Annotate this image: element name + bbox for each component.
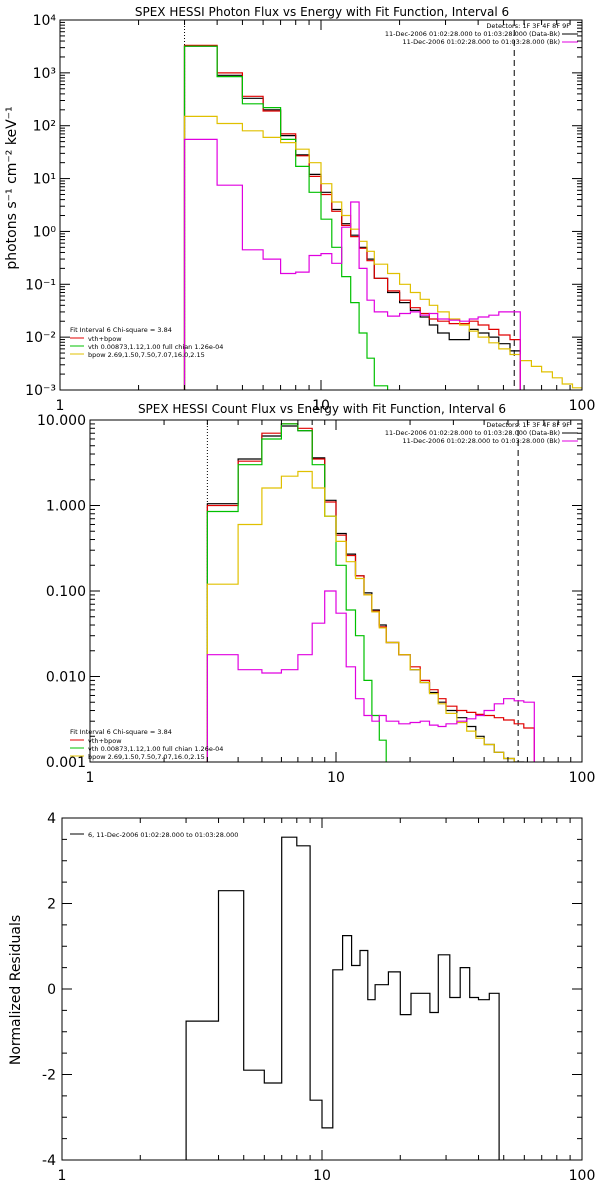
count-flux-y-tick-label: 10.000 (37, 413, 86, 429)
count-flux-series-3 (206, 470, 515, 762)
photon-flux-panel: SPEX HESSI Photon Flux vs Energy with Fi… (4, 5, 596, 414)
photon-flux-y-tick-label: 10⁴ (33, 13, 57, 29)
count-flux-y-tick-label: 0.001 (46, 755, 86, 771)
photon-flux-legend-label-vth: vth 0.00873,1.12,1.00 full chian 1.26e-0… (88, 343, 223, 351)
photon-flux-detectors-label: Detectors: 1F 3F 4F 8F 9F (486, 22, 570, 30)
photon-flux-bk-interval-label: 11-Dec-2006 01:02:28.000 to 01:03:28.000… (403, 38, 561, 46)
residuals-y-tick-label: -2 (42, 1068, 56, 1084)
residuals-x-tick-label: 100 (569, 1168, 596, 1184)
count-flux-x-tick-label: 100 (569, 770, 596, 786)
count-flux-plot-area: 1 10 100 0.001 0.010 0.100 1.000 10.000 (37, 413, 596, 786)
residuals-x-tick-label: 10 (313, 1168, 331, 1184)
count-flux-bk-interval-label: 11-Dec-2006 01:02:28.000 to 01:03:28.000… (403, 437, 561, 445)
count-flux-y-tick-label: 1.000 (46, 499, 86, 515)
count-flux-legend-label-bpow: bpow 2.69,1.50,7.50,7.07,16.0,2.15 (88, 753, 205, 761)
photon-flux-title: SPEX HESSI Photon Flux vs Energy with Fi… (135, 5, 509, 19)
count-flux-data-interval-label: 11-Dec-2006 01:02:28.000 to 01:03:28.000… (385, 429, 560, 437)
residuals-y-tick-label: 2 (47, 897, 56, 913)
photon-flux-series-3 (183, 115, 582, 390)
count-flux-series-1 (206, 423, 535, 762)
count-flux-x-tick-label: 1 (86, 770, 95, 786)
count-flux-series-0 (206, 425, 525, 762)
residuals-y-tick-label: 0 (47, 982, 56, 998)
residuals-y-axis-label: Normalized Residuals (8, 915, 24, 1065)
count-flux-panel: SPEX HESSI Count Flux vs Energy with Fit… (37, 402, 596, 786)
photon-flux-y-tick-label: 10⁰ (33, 224, 57, 240)
count-flux-x-tick-label: 10 (327, 770, 345, 786)
photon-flux-plot-area: 1 10 100 10⁻³ 10⁻² 10⁻¹ 10⁰ 10¹ 10² 10³ 10⁴ (25, 13, 596, 414)
count-flux-detectors-label: Detectors: 1F 3F 4F 8F 9F (486, 421, 570, 429)
count-flux-series-2 (206, 423, 387, 762)
photon-flux-y-tick-label: 10⁻³ (25, 383, 56, 399)
residuals-series-0 (185, 836, 500, 1160)
count-flux-legend-label-vth-bpow: vth+bpow (88, 737, 122, 745)
photon-flux-fit-title: Fit Interval 6 Chi-square = 3.84 (70, 326, 172, 334)
photon-flux-x-tick-label: 10 (312, 398, 330, 414)
photon-flux-x-tick-label: 1 (56, 398, 65, 414)
photon-flux-y-tick-label: 10⁻² (25, 330, 56, 346)
photon-flux-data-interval-label: 11-Dec-2006 01:02:28.000 to 01:03:28.000… (385, 30, 560, 38)
residuals-y-tick-label: -4 (42, 1153, 56, 1169)
residuals-y-tick-label: 4 (47, 811, 56, 827)
photon-flux-y-tick-label: 10³ (33, 66, 56, 82)
residuals-legend-label: 6, 11-Dec-2006 01:02:28.000 to 01:03:28.… (88, 831, 238, 839)
count-flux-series-4 (206, 590, 535, 762)
residuals-x-tick-label: 1 (58, 1168, 67, 1184)
count-flux-legend-label-vth: vth 0.00873,1.12,1.00 full chian 1.26e-0… (88, 745, 223, 753)
residuals-panel: Normalized Residuals 6, 11-Dec-2006 01:0… (8, 811, 595, 1184)
residuals-plot-area: 1 10 100 -4 -2 0 2 4 (42, 811, 595, 1184)
count-flux-y-tick-label: 0.100 (46, 584, 86, 600)
photon-flux-series-0 (183, 45, 521, 390)
photon-flux-y-tick-label: 10⁻¹ (25, 277, 56, 293)
count-flux-y-tick-label: 0.010 (46, 670, 86, 686)
photon-flux-y-axis-label: photons s⁻¹ cm⁻² keV⁻¹ (4, 106, 20, 269)
photon-flux-y-tick-label: 10² (33, 119, 56, 135)
photon-flux-y-tick-label: 10¹ (33, 172, 56, 188)
photon-flux-series-4 (183, 138, 521, 390)
photon-flux-legend-label-bpow: bpow 2.69,1.50,7.50,7.07,16.0,2.15 (88, 351, 205, 359)
photon-flux-x-tick-label: 100 (569, 398, 596, 414)
photon-flux-series-2 (183, 45, 389, 390)
photon-flux-series-1 (183, 44, 521, 390)
photon-flux-legend-label-vth-bpow: vth+bpow (88, 335, 122, 343)
count-flux-title: SPEX HESSI Count Flux vs Energy with Fit… (138, 402, 506, 416)
count-flux-fit-title: Fit Interval 6 Chi-square = 3.84 (70, 728, 172, 736)
